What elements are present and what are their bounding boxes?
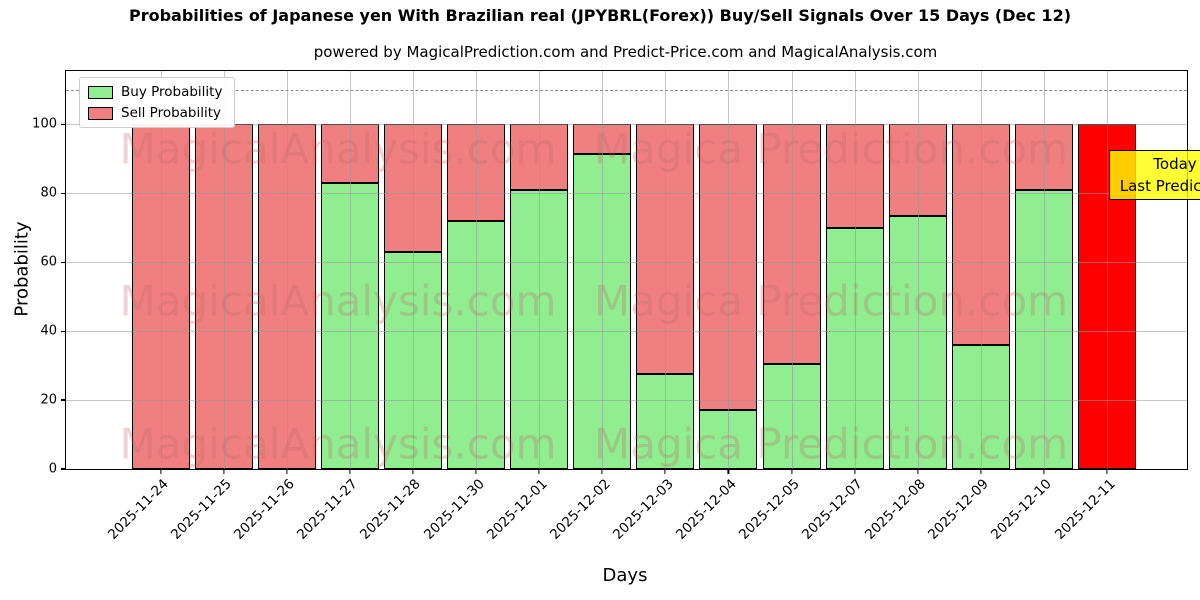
v-gridline (476, 71, 477, 469)
y-tick-label: 20 (40, 392, 57, 408)
h-gridline (66, 331, 1187, 333)
y-tick-mark (61, 192, 66, 194)
x-tick-mark (223, 469, 225, 474)
x-tick-label: 2025-12-11 (1051, 476, 1119, 543)
dashed-reference-line (66, 89, 1187, 91)
v-gridline (917, 71, 919, 469)
x-tick-label: 2025-12-03 (609, 476, 677, 543)
v-gridline (160, 71, 162, 469)
v-gridline (539, 71, 541, 469)
x-tick-label: 2025-12-07 (799, 476, 866, 543)
y-tick-label: 40 (40, 323, 57, 339)
x-tick-mark (601, 469, 603, 474)
x-tick-mark (664, 469, 666, 474)
x-tick-label: 2025-12-02 (546, 476, 614, 543)
x-tick-mark (790, 469, 793, 474)
legend: Buy Probability Sell Probability (79, 77, 236, 128)
x-tick-mark (917, 469, 919, 474)
v-gridline (349, 71, 351, 469)
v-gridline (728, 71, 730, 469)
y-tick-mark (61, 399, 66, 401)
x-tick-label: 2025-11-30 (420, 476, 488, 543)
y-tick-mark (61, 123, 66, 125)
h-gridline (66, 400, 1187, 402)
legend-label: Buy Probability (121, 84, 223, 100)
x-tick-mark (538, 469, 540, 474)
legend-color-patch (88, 85, 113, 99)
v-gridline (1043, 71, 1045, 469)
x-tick-mark (286, 469, 288, 474)
legend-label: Sell Probability (121, 105, 222, 121)
plot-area: Buy Probability Sell Probability Today La… (32, 70, 1200, 543)
v-gridline (286, 71, 288, 469)
v-gridline (1107, 71, 1108, 469)
h-gridline (66, 262, 1187, 264)
v-gridline (665, 71, 667, 469)
h-gridline (66, 193, 1187, 195)
chart-title: Probabilities of Japanese yen With Brazi… (128, 6, 1072, 25)
today-annotation-line1: Today (1153, 154, 1197, 173)
v-gridline (412, 71, 414, 469)
legend-item: Buy Probability (88, 84, 222, 100)
x-tick-label: 2025-11-25 (168, 476, 235, 543)
x-tick-label: 2025-11-26 (231, 476, 299, 543)
legend-color-patch (88, 106, 113, 120)
x-tick-label: 2025-12-01 (483, 476, 551, 543)
legend-item: Sell Probability (88, 105, 222, 121)
x-axis-label: Days (602, 565, 648, 586)
h-gridline (66, 124, 1187, 126)
x-tick-mark (1043, 469, 1045, 474)
x-tick-mark (727, 469, 729, 474)
v-gridline (854, 71, 856, 469)
y-tick-label: 60 (40, 254, 57, 270)
chart-subtitle: powered by MagicalPrediction.com and Pre… (313, 43, 938, 61)
x-tick-label: 2025-12-05 (736, 476, 803, 543)
x-tick-mark (159, 469, 162, 474)
y-tick-label: 0 (48, 461, 57, 477)
x-tick-label: 2025-12-10 (988, 476, 1056, 543)
v-gridline (980, 71, 982, 469)
x-tick-label: 2025-12-08 (862, 476, 930, 543)
y-tick-mark (61, 330, 66, 332)
x-tick-label: 2025-11-27 (294, 476, 362, 543)
y-axis-label: Probability (11, 221, 33, 317)
v-gridline (223, 71, 225, 469)
y-tick-label: 80 (40, 185, 57, 201)
v-gridline (602, 71, 604, 469)
y-tick-label: 100 (32, 116, 57, 132)
y-tick-mark (61, 261, 66, 263)
x-tick-label: 2025-11-28 (357, 476, 425, 543)
x-tick-mark (475, 469, 477, 474)
x-tick-label: 2025-12-09 (925, 476, 993, 543)
x-tick-mark (412, 469, 414, 474)
x-tick-mark (1106, 469, 1108, 474)
x-tick-label: 2025-11-24 (105, 476, 172, 543)
x-tick-mark (854, 469, 856, 474)
y-tick-mark (61, 468, 66, 470)
v-gridline (791, 71, 793, 469)
x-tick-mark (980, 469, 982, 474)
x-tick-label: 2025-12-04 (672, 476, 740, 543)
today-annotation-line2: Last Prediction (1119, 177, 1200, 195)
x-tick-mark (349, 469, 351, 474)
today-annotation: Today Last Prediction (1109, 150, 1200, 200)
